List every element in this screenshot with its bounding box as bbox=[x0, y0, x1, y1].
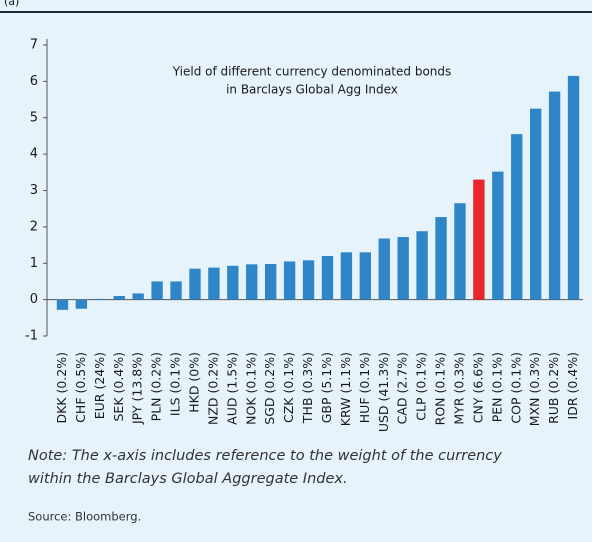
bar bbox=[189, 268, 201, 300]
y-tick-label: 7 bbox=[30, 38, 38, 53]
x-tick-label: MXN (0.3%) bbox=[527, 352, 542, 426]
bar bbox=[321, 255, 334, 300]
bar bbox=[530, 108, 542, 300]
y-tick-label: 0 bbox=[30, 292, 38, 307]
x-tick-label: NOK (0.1%) bbox=[243, 352, 258, 425]
annotation: Yield of different currency denominated … bbox=[172, 65, 452, 79]
y-tick-label: 5 bbox=[30, 110, 38, 125]
bar bbox=[113, 295, 125, 300]
x-tick-label: PLN (0.2%) bbox=[149, 352, 164, 421]
bar bbox=[170, 281, 182, 300]
x-tick-label: COP (0.1%) bbox=[508, 352, 523, 424]
annotation: in Barclays Global Agg Index bbox=[226, 83, 398, 97]
bar bbox=[473, 179, 485, 300]
bar bbox=[548, 91, 561, 300]
x-tick-label: NZD (0.2%) bbox=[205, 352, 220, 425]
x-tick-label: CAD (2.7%) bbox=[395, 352, 410, 424]
x-tick-label: GBP (5.1%) bbox=[319, 352, 334, 423]
bar bbox=[227, 265, 239, 300]
y-tick-label: 3 bbox=[30, 183, 38, 198]
bar bbox=[246, 264, 258, 300]
x-tick-label: CLP (0.1%) bbox=[414, 352, 429, 421]
bar bbox=[416, 231, 428, 300]
x-tick-label: IDR (0.4%) bbox=[565, 352, 580, 419]
bar bbox=[492, 171, 504, 300]
bar bbox=[283, 261, 296, 300]
bar bbox=[56, 299, 69, 310]
x-tick-label: HKD (0%) bbox=[186, 352, 201, 413]
x-tick-label: MYR (0.3%) bbox=[451, 352, 466, 425]
x-tick-label: AUD (1.5%) bbox=[224, 352, 239, 425]
x-tick-label: PEN (0.1%) bbox=[489, 352, 504, 422]
x-tick-label: SEK (0.4%) bbox=[111, 352, 126, 422]
x-tick-label: EUR (24%) bbox=[92, 352, 107, 419]
y-tick-label: 1 bbox=[30, 256, 38, 271]
bar bbox=[302, 260, 315, 300]
source: Source: Bloomberg. bbox=[28, 510, 141, 524]
bar bbox=[397, 237, 409, 300]
y-tick-label: -1 bbox=[25, 329, 38, 344]
y-tick-label: 6 bbox=[30, 74, 38, 89]
x-tick-label: DKK (0.2%) bbox=[54, 352, 69, 424]
note: Note: The x-axis includes reference to t… bbox=[28, 448, 502, 464]
panel-label: (a) bbox=[4, 0, 19, 8]
bar bbox=[435, 217, 447, 300]
bar bbox=[265, 263, 277, 300]
x-tick-label: KRW (1.1%) bbox=[338, 352, 353, 426]
x-tick-label: CHF (0.5%) bbox=[73, 352, 88, 423]
note: within the Barclays Global Aggregate Ind… bbox=[28, 471, 348, 487]
y-tick-label: 4 bbox=[30, 147, 38, 162]
bar bbox=[378, 238, 390, 300]
bar bbox=[208, 267, 220, 300]
bar bbox=[75, 299, 88, 309]
bar bbox=[511, 134, 523, 300]
bar bbox=[94, 298, 106, 300]
x-tick-label: JPY (13.8%) bbox=[130, 352, 145, 425]
bar bbox=[151, 281, 163, 300]
bar bbox=[567, 75, 580, 300]
bar bbox=[454, 203, 466, 300]
x-tick-label: HUF (0.1%) bbox=[357, 352, 372, 423]
x-tick-label: CZK (0.1%) bbox=[281, 352, 296, 423]
x-tick-label: SGD (0.2%) bbox=[262, 352, 277, 425]
bar bbox=[340, 252, 353, 300]
x-tick-label: THB (0.3%) bbox=[300, 352, 315, 424]
x-tick-label: CNY (6.6%) bbox=[470, 352, 485, 423]
bar bbox=[359, 252, 371, 300]
bar bbox=[132, 293, 144, 300]
x-tick-label: USD (41.3%) bbox=[376, 352, 391, 432]
y-tick-label: 2 bbox=[30, 219, 38, 234]
x-tick-label: RON (0.1%) bbox=[433, 352, 448, 425]
x-tick-label: RUB (0.2%) bbox=[546, 352, 561, 424]
x-tick-label: ILS (0.1%) bbox=[168, 352, 183, 416]
